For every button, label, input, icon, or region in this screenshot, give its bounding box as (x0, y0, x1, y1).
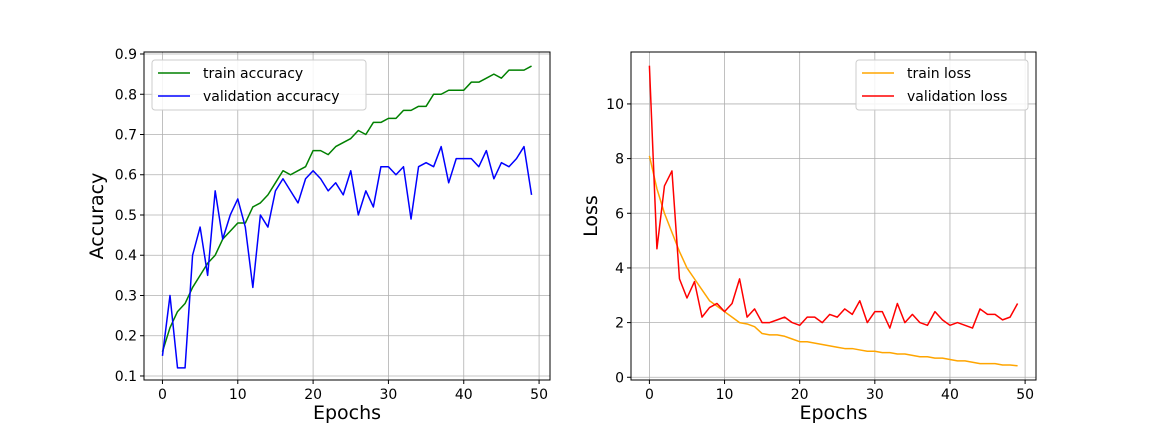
series-line-validation-accuracy (161, 145, 533, 369)
y-tick-label: 0.1 (115, 369, 137, 385)
x-axis-label: Epochs (799, 402, 867, 424)
legend-box (151, 59, 367, 111)
y-tick-label: 0.5 (115, 208, 137, 224)
legend-label: validation accuracy (203, 89, 340, 105)
x-tick-label: 20 (304, 387, 322, 403)
y-tick-label: 0.9 (115, 47, 137, 63)
y-tick-label: 0.8 (115, 87, 137, 103)
x-tick-label: 40 (455, 387, 473, 403)
x-tick-label: 30 (866, 387, 884, 403)
x-tick-label: 30 (380, 387, 398, 403)
x-tick-label: 50 (530, 387, 548, 403)
x-tick-label: 40 (941, 387, 959, 403)
y-tick-label: 0.4 (115, 248, 137, 264)
legend-box (855, 59, 1029, 111)
legend-label: validation loss (907, 89, 1007, 105)
y-tick-label: 0.2 (115, 329, 137, 345)
y-tick-label: 6 (615, 206, 624, 222)
y-axis-label: Loss (580, 195, 602, 237)
x-tick-label: 0 (645, 387, 654, 403)
y-tick-label: 10 (606, 97, 624, 113)
accuracy-chart: 0 10 20 30 40 50 0.1 0.2 0.3 0.4 0.5 0.6 0.7 0.8 0.9 Ep… (86, 47, 551, 424)
legend: train accuracy validation accuracy (151, 59, 367, 111)
axes-frame (143, 51, 551, 381)
x-tick-label: 50 (1016, 387, 1034, 403)
axes-frame (630, 51, 1037, 381)
legend: train loss validation loss (855, 59, 1029, 111)
y-tick-label: 0.7 (115, 128, 137, 144)
y-tick-label: 0 (615, 370, 624, 386)
x-tick-label: 10 (229, 387, 247, 403)
series-line-validation-loss (648, 65, 1019, 329)
y-tick-label: 8 (615, 152, 624, 168)
series-line-train-accuracy (161, 65, 532, 353)
series-line-train-loss (648, 155, 1018, 367)
y-tick-label: 2 (615, 316, 624, 332)
y-tick-label: 0.3 (115, 288, 137, 304)
x-tick-label: 10 (716, 387, 734, 403)
loss-chart: 0 10 20 30 40 50 0 2 4 6 8 10 Epochs Loss train loss va… (580, 51, 1037, 424)
y-tick-label: 4 (615, 261, 624, 277)
y-tick-label: 0.6 (115, 168, 137, 184)
legend-label: train accuracy (203, 66, 303, 82)
y-axis-label: Accuracy (86, 173, 108, 260)
x-tick-label: 0 (158, 387, 167, 403)
x-tick-label: 20 (791, 387, 809, 403)
legend-label: train loss (907, 66, 971, 82)
x-axis-label: Epochs (313, 402, 381, 424)
